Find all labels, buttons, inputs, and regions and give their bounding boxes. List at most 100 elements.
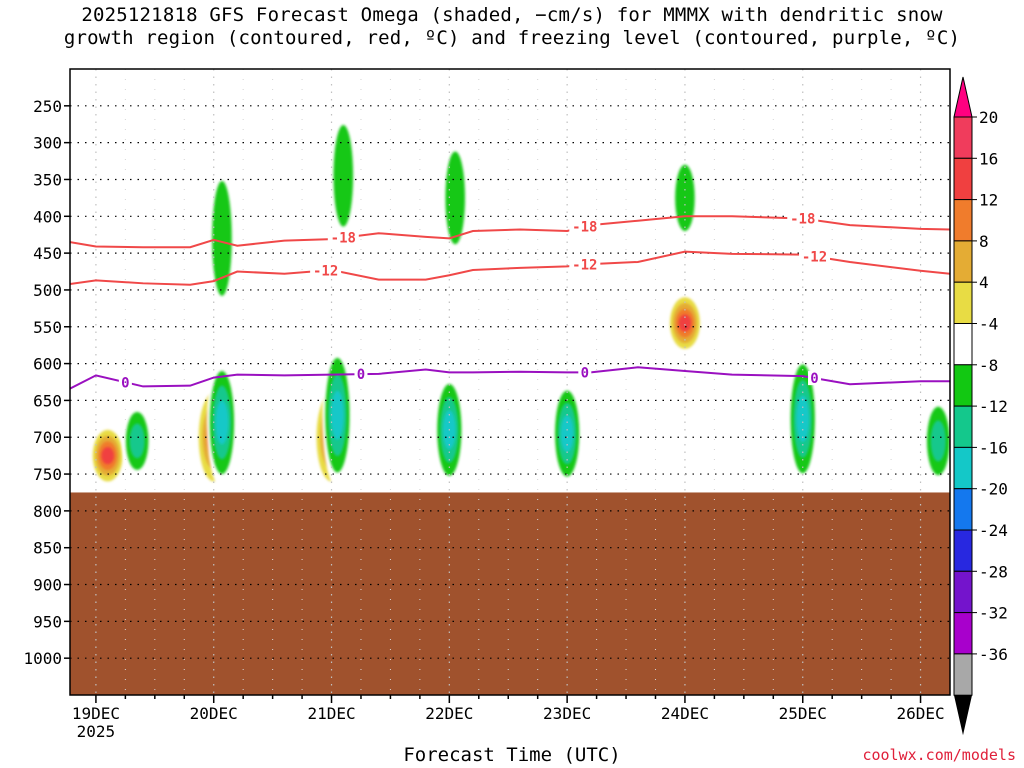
x-tick-label: 21DEC bbox=[307, 704, 355, 723]
omega-band bbox=[212, 180, 232, 296]
colorbar-swatch bbox=[953, 529, 973, 572]
contour-label: 0 bbox=[581, 365, 589, 381]
omega-band bbox=[678, 314, 692, 332]
colorbar-swatch bbox=[953, 653, 973, 696]
colorbar-label: -36 bbox=[979, 645, 1008, 664]
x-tick-label: 23DEC bbox=[543, 704, 591, 723]
colorbar-swatch bbox=[953, 199, 973, 242]
x-tick-label: 26DEC bbox=[896, 704, 944, 723]
omega-band bbox=[215, 400, 229, 445]
omega-band bbox=[101, 447, 115, 465]
terrain-layer bbox=[70, 492, 950, 695]
omega-cell-7 bbox=[328, 91, 359, 261]
source-credit[interactable]: coolwx.com/models bbox=[862, 746, 1016, 764]
y-tick-label: 800 bbox=[33, 502, 62, 521]
omega-band bbox=[129, 423, 145, 459]
colorbar-label: -12 bbox=[979, 397, 1008, 416]
contour-line-2 bbox=[70, 366, 950, 390]
y-axis: 250 300 350 400 450 500 550 600 650 700 750 800 850 9… bbox=[23, 97, 70, 668]
contour-line-0 bbox=[70, 215, 950, 249]
colorbar-swatch bbox=[953, 323, 973, 366]
omega-band bbox=[445, 151, 466, 245]
contour-label: 0 bbox=[357, 367, 365, 383]
colorbar-label: -24 bbox=[979, 521, 1008, 540]
y-tick-label: 1000 bbox=[23, 649, 62, 668]
colorbar-label: 12 bbox=[979, 191, 998, 210]
y-tick-label: 500 bbox=[33, 281, 62, 300]
omega-band bbox=[331, 390, 344, 440]
colorbar: 20 16 12 8 4 -4 -8 -12 -16 -20 -24 -28 -32 -36 bbox=[953, 76, 1008, 736]
omega-band bbox=[333, 124, 354, 227]
colorbar-swatch bbox=[953, 446, 973, 490]
contour-label-bg bbox=[808, 371, 822, 386]
contour-label-bg bbox=[787, 211, 819, 226]
colorbar-swatch bbox=[953, 405, 973, 448]
chart-title: 2025121818 GFS Forecast Omega (shaded, −… bbox=[0, 4, 1024, 50]
colorbar-label: -32 bbox=[979, 604, 1008, 623]
contour-label-bg bbox=[310, 263, 342, 278]
omega-cell-4 bbox=[206, 142, 237, 335]
x-tick-label: 25DEC bbox=[779, 704, 827, 723]
y-tick-label: 850 bbox=[33, 539, 62, 558]
contour-label: -12 bbox=[802, 249, 827, 265]
omega-cell-14 bbox=[923, 393, 950, 489]
x-tick-label: 24DEC bbox=[661, 704, 709, 723]
x-axis: 19DEC 20DEC 21DEC 22DEC 23DEC 24DEC 25DEC 26DEC… bbox=[72, 695, 945, 741]
contour-label: -18 bbox=[572, 220, 597, 236]
colorbar-swatch bbox=[953, 116, 973, 159]
contour-label: -12 bbox=[313, 264, 338, 280]
contour-label: -18 bbox=[790, 212, 815, 228]
y-tick-label: 900 bbox=[33, 576, 62, 595]
contour-layer: -18 -18 -18 -12 -12 -12 0 0 0 0 bbox=[70, 211, 950, 391]
omega-band bbox=[930, 420, 946, 462]
omega-cell-9 bbox=[440, 120, 471, 276]
omega-cell-11 bbox=[669, 297, 700, 349]
y-tick-label: 300 bbox=[33, 134, 62, 153]
colorbar-label: -20 bbox=[979, 480, 1008, 499]
colorbar-label: 16 bbox=[979, 149, 998, 168]
omega-cell-6 bbox=[322, 341, 353, 489]
colorbar-label: 4 bbox=[979, 273, 989, 292]
omega-cell-1 bbox=[122, 400, 153, 482]
colorbar-bottom-arrow bbox=[954, 695, 972, 736]
y-tick-label: 450 bbox=[33, 244, 62, 263]
omega-shading-layer bbox=[92, 91, 950, 489]
colorbar-swatch bbox=[953, 488, 973, 531]
chart-title-line1: 2025121818 GFS Forecast Omega (shaded, −… bbox=[81, 4, 943, 26]
colorbar-label: -16 bbox=[979, 438, 1008, 457]
contour-label: 0 bbox=[121, 375, 129, 391]
y-tick-label: 550 bbox=[33, 318, 62, 337]
omega-band bbox=[796, 395, 810, 443]
colorbar-swatch bbox=[953, 570, 973, 614]
y-tick-label: 950 bbox=[33, 612, 62, 631]
contour-label-bg bbox=[118, 375, 132, 390]
x-tick-label: 22DEC bbox=[425, 704, 473, 723]
colorbar-label: 8 bbox=[979, 232, 989, 251]
colorbar-swatch bbox=[953, 612, 973, 655]
x-tick-label: 19DEC bbox=[72, 704, 120, 723]
colorbar-swatch bbox=[953, 240, 973, 283]
contour-label-bg bbox=[569, 257, 601, 272]
omega-cell-0 bbox=[92, 429, 123, 482]
contour-line-1 bbox=[70, 250, 950, 286]
y-tick-label: 350 bbox=[33, 170, 62, 189]
colorbar-swatch bbox=[953, 157, 973, 201]
colorbar-label: -4 bbox=[979, 315, 998, 334]
contour-label: -18 bbox=[331, 231, 356, 247]
contour-label-bg bbox=[569, 219, 601, 234]
contour-label-bg bbox=[578, 365, 592, 380]
omega-cell-3 bbox=[206, 356, 237, 489]
omega-cell-10 bbox=[552, 378, 583, 489]
contour-label-bg bbox=[327, 230, 359, 245]
chart-title-line2: growth region (contoured, red, ºC) and f… bbox=[63, 27, 961, 49]
x-tick-label: 20DEC bbox=[190, 704, 238, 723]
omega-band bbox=[560, 415, 574, 452]
contour-label-bg bbox=[354, 367, 368, 382]
contour-label: 0 bbox=[810, 371, 818, 387]
y-tick-label: 400 bbox=[33, 207, 62, 226]
contour-label: -12 bbox=[572, 258, 597, 274]
colorbar-label: 20 bbox=[979, 108, 998, 127]
x-year-label: 2025 bbox=[77, 722, 116, 741]
y-tick-label: 650 bbox=[33, 391, 62, 410]
